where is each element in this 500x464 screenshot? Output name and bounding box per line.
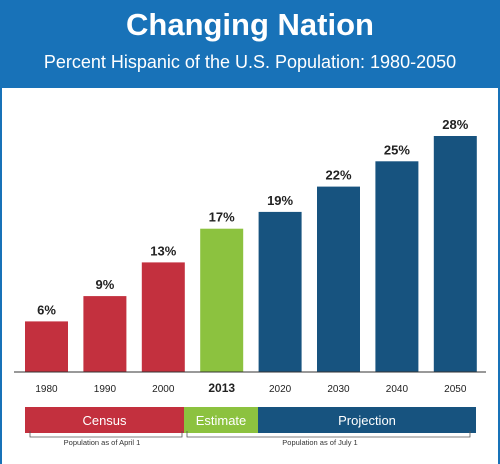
legend-estimate-label: Estimate bbox=[196, 413, 247, 428]
bar-1980 bbox=[25, 321, 68, 372]
legend-census-swatch bbox=[25, 407, 184, 433]
july-bracket bbox=[186, 431, 471, 438]
x-tick-label-1990: 1990 bbox=[94, 384, 117, 395]
legend-strip: Census Estimate Projection bbox=[25, 407, 476, 433]
data-label-2013: 17% bbox=[209, 210, 235, 225]
july-note: Population as of July 1 bbox=[282, 438, 357, 447]
right-border bbox=[498, 88, 500, 464]
legend-census-label: Census bbox=[82, 413, 127, 428]
header-banner: Changing Nation Percent Hispanic of the … bbox=[0, 0, 500, 88]
bar-2020 bbox=[258, 211, 302, 372]
april-bracket bbox=[29, 431, 183, 438]
chart-title: Changing Nation bbox=[126, 7, 374, 42]
data-label-1990: 9% bbox=[96, 277, 115, 292]
chart-subtitle: Percent Hispanic of the U.S. Population:… bbox=[43, 52, 457, 72]
bar-2030 bbox=[317, 186, 360, 372]
legend-projection-swatch bbox=[258, 407, 476, 433]
april-note: Population as of April 1 bbox=[64, 438, 141, 447]
bar-series: 6% 1980 9% 1990 13% 2000 17% 2013 19% 2020 22% 2030… bbox=[25, 117, 477, 395]
legend-estimate-swatch bbox=[184, 407, 258, 433]
left-border bbox=[0, 88, 2, 464]
data-label-2000: 13% bbox=[150, 243, 176, 258]
bar-2013 bbox=[200, 228, 244, 372]
x-tick-label-2050: 2050 bbox=[444, 384, 467, 395]
bar-2040 bbox=[375, 161, 419, 372]
data-label-2040: 25% bbox=[384, 142, 410, 157]
bar-2050 bbox=[433, 136, 477, 372]
x-tick-label-2040: 2040 bbox=[386, 384, 409, 395]
data-label-2050: 28% bbox=[442, 117, 468, 132]
x-tick-label-2013: 2013 bbox=[208, 381, 235, 395]
data-label-2020: 19% bbox=[267, 193, 293, 208]
data-label-1980: 6% bbox=[37, 302, 56, 317]
x-tick-label-2000: 2000 bbox=[152, 384, 175, 395]
legend-projection-label: Projection bbox=[338, 413, 396, 428]
x-tick-label-2020: 2020 bbox=[269, 384, 292, 395]
data-label-2030: 22% bbox=[325, 168, 351, 183]
x-tick-label-2030: 2030 bbox=[327, 384, 350, 395]
bar-1990 bbox=[83, 296, 127, 372]
x-tick-label-1980: 1980 bbox=[35, 384, 58, 395]
bar-2000 bbox=[141, 262, 185, 372]
